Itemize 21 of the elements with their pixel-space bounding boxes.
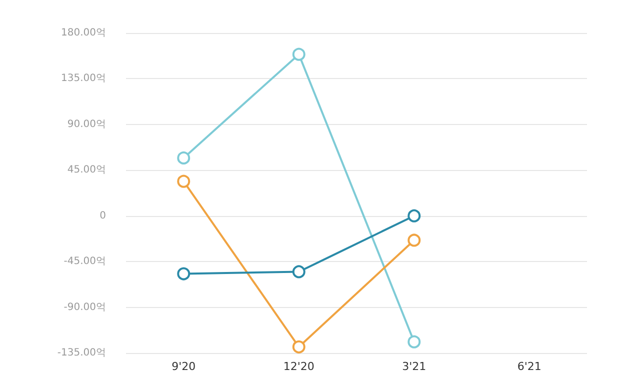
point — [408, 335, 421, 348]
point — [292, 48, 306, 61]
point — [408, 234, 421, 247]
y-tick-label: 180.00억 — [61, 28, 106, 38]
y-tick-label: -45.00억 — [64, 256, 106, 268]
y-tick-label: -90.00억 — [64, 302, 106, 313]
y-tick-label: 135.00억 — [61, 73, 106, 84]
point — [292, 265, 306, 278]
x-tick-label: 9'20 — [172, 360, 196, 373]
x-tick-label: 6'21 — [517, 360, 542, 373]
y-tick-label: -135.00억 — [57, 348, 106, 358]
y-tick-label: 90.00억 — [67, 118, 106, 130]
point — [292, 340, 306, 354]
point — [177, 267, 190, 280]
point — [177, 174, 190, 188]
x-tick-label: 3'21 — [402, 360, 426, 373]
point — [408, 209, 421, 222]
x-tick-label: 12'20 — [283, 360, 314, 373]
y-tick-label: 45.00억 — [67, 164, 106, 176]
y-tick-label: 0 — [100, 210, 106, 222]
point — [177, 151, 190, 164]
